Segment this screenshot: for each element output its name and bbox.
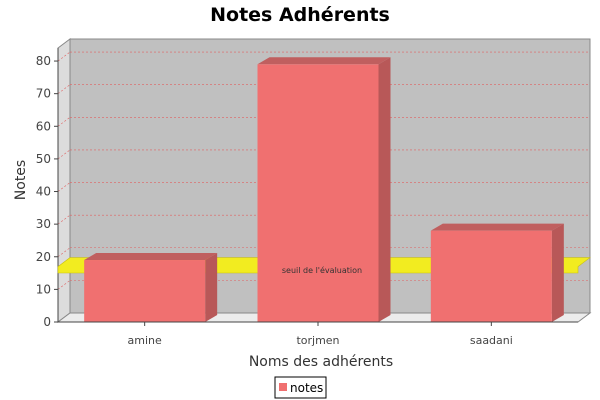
bar-top-amine	[84, 253, 218, 261]
y-tick-label: 40	[36, 185, 51, 199]
bar-saadani	[430, 230, 552, 322]
bar-side-torjmen	[378, 57, 391, 323]
y-axis-title: Notes	[13, 160, 29, 200]
legend-frame	[274, 376, 327, 399]
x-tick-label-amine: amine	[128, 334, 162, 347]
bar-amine	[84, 260, 206, 322]
y-tick-label: 60	[36, 119, 51, 133]
y-tick-label: 0	[43, 315, 51, 329]
y-tick-label: 70	[36, 87, 51, 101]
gridline-side	[57, 149, 71, 160]
legend: notes	[274, 376, 327, 399]
x-tick-label-torjmen: torjmen	[296, 334, 339, 347]
gridline-side	[57, 247, 71, 258]
x-tick-label-saadani: saadani	[470, 334, 513, 347]
y-tick-label: 20	[36, 250, 51, 264]
bar-side-saadani	[551, 223, 564, 322]
gridline-side	[57, 214, 71, 225]
gridline-side	[57, 117, 71, 127]
plot-left-wall	[57, 38, 71, 323]
gridline-side	[57, 84, 71, 94]
bar-top-torjmen	[257, 57, 391, 65]
gridline-side	[57, 182, 71, 192]
threshold-marker-label: seuil de l'évaluation	[282, 265, 362, 275]
legend-label-notes: notes	[290, 381, 323, 395]
gridline-side	[57, 51, 71, 62]
y-tick-label: 10	[36, 282, 51, 296]
gridline-side	[57, 280, 71, 290]
bar-side-amine	[205, 253, 218, 322]
bar-top-saadani	[430, 223, 564, 231]
plot-area: 0 10 20 30 40 50 60 70 80 amine torjmen saadani seui…	[36, 38, 592, 347]
y-tick-label: 80	[36, 54, 51, 68]
legend-swatch-notes	[279, 383, 287, 391]
x-axis-title: Noms des adhérents	[249, 354, 393, 370]
chart-title: Notes Adhérents	[210, 4, 390, 26]
y-tick-label: 50	[36, 152, 51, 166]
bar-torjmen	[257, 64, 379, 323]
y-tick-label: 30	[36, 217, 51, 231]
